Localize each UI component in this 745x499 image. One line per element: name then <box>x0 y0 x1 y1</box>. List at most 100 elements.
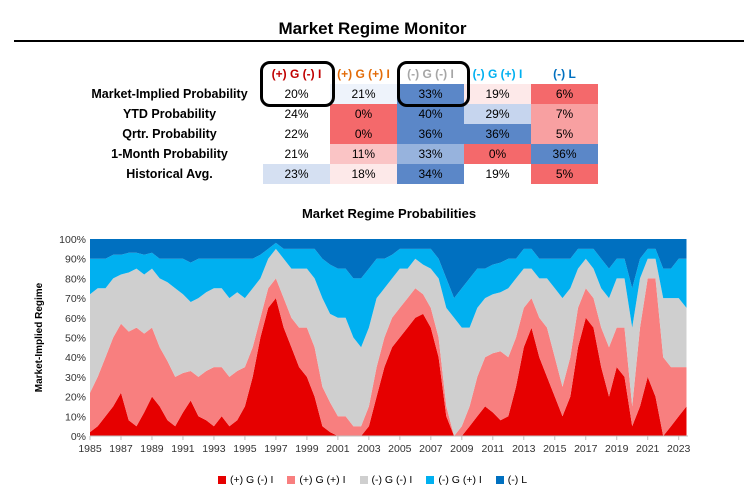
table-cell: 29% <box>464 104 531 124</box>
table-row: Historical Avg. 23% 18% 34% 19% 5% <box>80 164 598 184</box>
legend-label: (+) G (-) I <box>229 474 274 486</box>
x-tick-label: 1987 <box>109 443 133 455</box>
x-tick-label: 2009 <box>450 443 474 455</box>
y-tick-label: 0% <box>71 431 86 443</box>
table-cell: 11% <box>330 144 397 164</box>
table-cell: 36% <box>464 124 531 144</box>
legend-swatch <box>426 476 435 484</box>
chart-legend: (+) G (-) I (+) G (+) I (-) G (-) I (-) G (… <box>0 474 745 486</box>
table-cell: 20% <box>263 84 330 104</box>
table-cell: 33% <box>397 144 464 164</box>
title-divider <box>14 40 744 42</box>
row-label: 1-Month Probability <box>111 147 228 161</box>
table-cell: 21% <box>330 84 397 104</box>
y-tick-label: 90% <box>65 254 86 266</box>
col-header: (+) G (+) I <box>337 67 390 81</box>
table-cell: 5% <box>531 164 598 184</box>
legend-swatch <box>217 476 226 484</box>
legend-label: (-) L <box>507 474 528 486</box>
page-title: Market Regime Monitor <box>278 19 467 38</box>
legend-item: (-) L <box>495 474 528 486</box>
table-cell: 0% <box>330 104 397 124</box>
legend-swatch <box>287 476 296 484</box>
regime-table: (+) G (-) I (+) G (+) I (-) G (-) I (-) … <box>80 64 598 184</box>
legend-swatch <box>359 476 368 484</box>
table-cell: 21% <box>263 144 330 164</box>
table-cell: 40% <box>397 104 464 124</box>
col-header: (-) L <box>553 67 576 81</box>
x-tick-label: 1999 <box>295 443 319 455</box>
col-header: (+) G (-) I <box>271 67 322 81</box>
x-tick-label: 1991 <box>171 443 195 455</box>
y-tick-label: 60% <box>65 313 86 325</box>
legend-label: (-) G (+) I <box>438 474 482 486</box>
table-cell: 19% <box>464 84 531 104</box>
table-cell: 22% <box>263 124 330 144</box>
y-tick-label: 10% <box>65 411 86 423</box>
y-tick-label: 100% <box>59 234 86 246</box>
x-tick-label: 1989 <box>140 443 164 455</box>
legend-item: (-) G (+) I <box>426 474 482 486</box>
y-axis-label: Market-Implied Regime <box>34 282 45 392</box>
regime-chart: Market Regime Probabilities Market-Implie… <box>34 206 691 455</box>
table-cell: 24% <box>263 104 330 124</box>
x-tick-label: 1995 <box>233 443 257 455</box>
x-tick-label: 2005 <box>388 443 412 455</box>
legend-item: (+) G (-) I <box>217 474 274 486</box>
x-tick-label: 1997 <box>264 443 288 455</box>
legend-swatch <box>495 476 504 484</box>
table-row: YTD Probability 24% 0% 40% 29% 7% <box>80 104 598 124</box>
area-series-4 <box>90 239 687 299</box>
row-label: Market-Implied Probability <box>91 87 248 101</box>
table-cell: 0% <box>330 124 397 144</box>
x-tick-label: 2007 <box>419 443 443 455</box>
x-tick-label: 2013 <box>512 443 536 455</box>
table-cell: 0% <box>464 144 531 164</box>
row-label: Qrtr. Probability <box>122 127 217 141</box>
table-row: Market-Implied Probability 20% 21% 33% 19% 6% <box>80 84 598 104</box>
y-tick-label: 40% <box>65 352 86 364</box>
row-label: YTD Probability <box>122 107 217 121</box>
legend-label: (-) G (-) I <box>371 474 413 486</box>
x-tick-label: 1985 <box>78 443 102 455</box>
col-header: (-) G (+) I <box>472 67 523 81</box>
legend-label: (+) G (+) I <box>299 474 346 486</box>
col-header: (-) G (-) I <box>407 67 454 81</box>
y-tick-label: 20% <box>65 392 86 404</box>
table-cell: 33% <box>397 84 464 104</box>
table-cell: 6% <box>531 84 598 104</box>
highlight-box-col-3 <box>397 61 470 107</box>
table-cell: 36% <box>397 124 464 144</box>
x-tick-label: 2017 <box>574 443 598 455</box>
chart-title: Market Regime Probabilities <box>302 206 476 221</box>
x-tick-label: 2001 <box>326 443 350 455</box>
highlight-box-col-1 <box>260 61 335 107</box>
table-cell: 7% <box>531 104 598 124</box>
table-cell: 34% <box>397 164 464 184</box>
table-row: Qrtr. Probability 22% 0% 36% 36% 5% <box>80 124 598 144</box>
table-header-row: (+) G (-) I (+) G (+) I (-) G (-) I (-) … <box>80 64 598 84</box>
area-series-0 <box>90 298 687 436</box>
area-series-3 <box>90 242 687 348</box>
table-cell: 19% <box>464 164 531 184</box>
x-tick-label: 2015 <box>543 443 567 455</box>
y-tick-label: 70% <box>65 293 86 305</box>
x-tick-label: 2019 <box>605 443 629 455</box>
y-tick-label: 30% <box>65 372 86 384</box>
row-label: Historical Avg. <box>126 167 213 181</box>
x-tick-label: 2023 <box>667 443 691 455</box>
area-series-2 <box>90 248 687 436</box>
x-tick-label: 1993 <box>202 443 226 455</box>
table-cell: 18% <box>330 164 397 184</box>
y-tick-label: 80% <box>65 273 86 285</box>
table-cell: 23% <box>263 164 330 184</box>
table-cell: 5% <box>531 124 598 144</box>
x-tick-label: 2011 <box>482 443 505 455</box>
x-tick-label: 2003 <box>357 443 381 455</box>
y-tick-label: 50% <box>65 333 86 345</box>
corner-cell <box>80 64 263 84</box>
table-row: 1-Month Probability 21% 11% 33% 0% 36% <box>80 144 598 164</box>
legend-item: (+) G (+) I <box>287 474 346 486</box>
legend-item: (-) G (-) I <box>359 474 413 486</box>
x-tick-label: 2021 <box>636 443 660 455</box>
